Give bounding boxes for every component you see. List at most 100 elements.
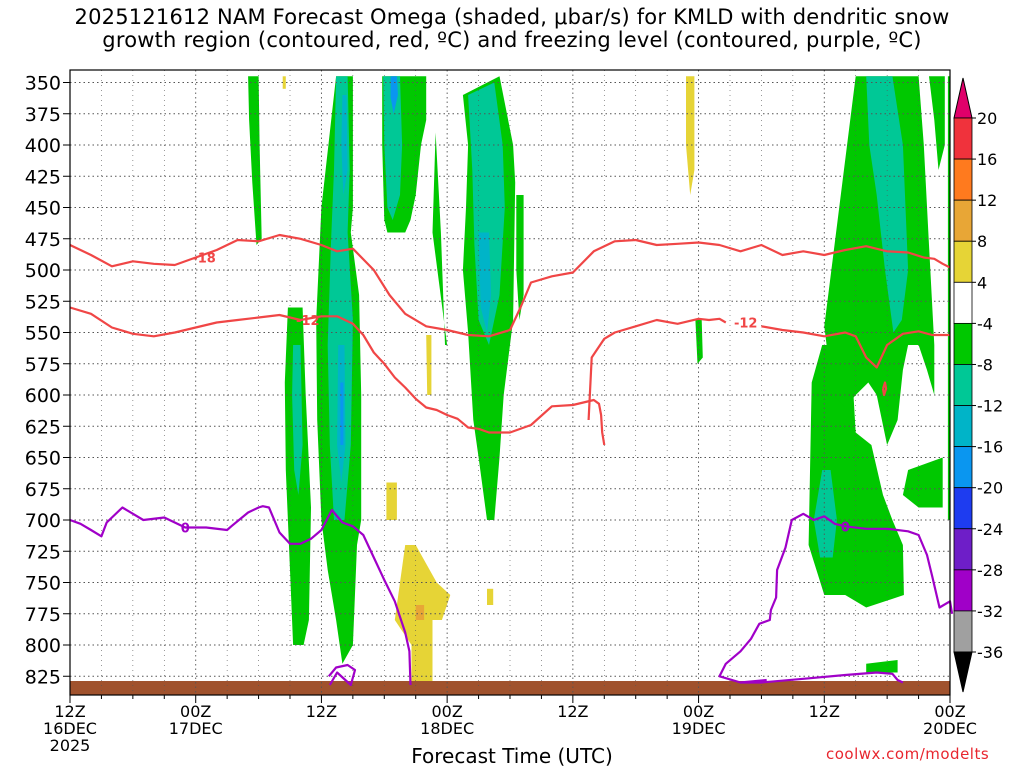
freezing-contour-0 xyxy=(69,505,412,686)
colorbar-label-2: 12 xyxy=(977,191,997,210)
dendritic-contour-2 xyxy=(587,317,727,421)
chart-title-line-2: growth region (contoured, red, ºC) and f… xyxy=(102,28,922,52)
y-tick-label-625: 625 xyxy=(25,416,61,438)
omega-region-19 xyxy=(824,76,935,446)
y-tick-label-650: 650 xyxy=(25,448,61,470)
omega-region-25 xyxy=(282,76,286,89)
x-tick-label-84-2: 20DEC xyxy=(923,719,977,738)
colorbar-label-9: -20 xyxy=(977,479,1003,498)
colorbar-label-12: -32 xyxy=(977,602,1003,621)
credit-text: coolwx.com/modelts xyxy=(826,745,990,763)
x-tick-label-60-2: 19DEC xyxy=(672,719,726,738)
omega-region-24 xyxy=(866,660,898,673)
y-tick-label-575: 575 xyxy=(25,354,61,376)
colorbar-label-0: 20 xyxy=(977,109,997,128)
colorbar-label-10: -24 xyxy=(977,520,1003,539)
x-tick-label-0-2: 16DEC xyxy=(43,719,97,738)
y-tick-label-750: 750 xyxy=(25,573,61,595)
y-tick-label-725: 725 xyxy=(25,541,61,563)
colorbar-box-6 xyxy=(953,364,973,406)
dendritic-contour-label-1: -12 xyxy=(296,314,320,329)
omega-region-6 xyxy=(340,382,344,445)
y-tick-label-425: 425 xyxy=(25,166,61,188)
omega-region-7 xyxy=(341,95,348,195)
colorbar-box-2 xyxy=(953,199,973,242)
omega-region-4 xyxy=(327,76,353,521)
omega-shading-layer xyxy=(248,76,950,683)
colorbar-max-arrow xyxy=(953,77,973,119)
x-tick-label-60-1: 00Z xyxy=(683,702,714,721)
freezing-contour-3 xyxy=(740,671,904,684)
y-axis: 350 375 400 425 450 475 500 525 550 575 600 625 650 6… xyxy=(25,73,70,688)
omega-region-27 xyxy=(426,335,432,395)
omega-region-30 xyxy=(487,588,494,605)
y-tick-label-350: 350 xyxy=(25,73,61,95)
colorbar-label-8: -16 xyxy=(977,438,1003,457)
omega-region-9 xyxy=(383,76,403,220)
y-tick-label-675: 675 xyxy=(25,479,61,501)
x-tick-label-12-1: 00Z xyxy=(180,702,211,721)
dendritic-contour-3 xyxy=(761,325,950,369)
y-tick-label-400: 400 xyxy=(25,135,61,157)
omega-region-21 xyxy=(902,457,943,508)
colorbar-min-arrow xyxy=(953,651,973,693)
colorbar-label-3: 8 xyxy=(977,232,987,251)
dendritic-contour-4 xyxy=(881,381,888,397)
omega-region-14 xyxy=(478,232,492,333)
y-tick-label-450: 450 xyxy=(25,198,61,220)
y-tick-label-475: 475 xyxy=(25,229,61,251)
colorbar-box-3 xyxy=(953,240,973,283)
x-tick-label-36-1: 00Z xyxy=(431,702,462,721)
y-tick-label-600: 600 xyxy=(25,385,61,407)
colorbar-label-6: -8 xyxy=(977,355,993,374)
omega-region-15 xyxy=(516,195,524,320)
x-tick-label-24-1: 12Z xyxy=(306,702,337,721)
x-tick-label-0-1: 12Z xyxy=(54,702,85,721)
colorbar-label-5: -4 xyxy=(977,314,993,333)
omega-region-28 xyxy=(386,482,397,520)
terrain-layer xyxy=(70,681,950,695)
x-tick-label-12-2: 17DEC xyxy=(169,719,223,738)
colorbar-box-4 xyxy=(953,281,973,324)
omega-region-0 xyxy=(248,76,262,245)
colorbar-box-9 xyxy=(953,487,973,530)
colorbar-box-11 xyxy=(953,569,973,612)
y-tick-label-700: 700 xyxy=(25,510,61,532)
colorbar-label-1: 16 xyxy=(977,150,997,169)
omega-region-22 xyxy=(929,76,945,170)
colorbar-box-5 xyxy=(953,322,973,365)
x-tick-label-0-3: 2025 xyxy=(50,736,91,755)
x-tick-label-84-1: 00Z xyxy=(934,702,965,721)
dendritic-contour-1 xyxy=(69,306,606,446)
omega-region-10 xyxy=(390,76,398,114)
colorbar-label-11: -28 xyxy=(977,561,1003,580)
dendritic-contour-0 xyxy=(69,233,951,338)
y-tick-label-525: 525 xyxy=(25,291,61,313)
freezing-contour-label-0: 0 xyxy=(181,522,190,537)
x-tick-label-72-1: 12Z xyxy=(809,702,840,721)
y-tick-label-800: 800 xyxy=(25,635,61,657)
colorbar-box-7 xyxy=(953,405,973,448)
y-tick-label-375: 375 xyxy=(25,104,61,126)
colorbar-box-8 xyxy=(953,446,973,489)
y-tick-label-550: 550 xyxy=(25,323,61,345)
ground-surface xyxy=(70,681,950,695)
omega-region-18 xyxy=(813,470,837,558)
omega-region-26 xyxy=(686,76,695,195)
colorbar-box-1 xyxy=(953,158,973,201)
omega-colorbar: 20 16 12 8 4 -4 -8 -12 -16 -20 -24 -28 -32 -36 xyxy=(953,77,1003,693)
freezing-contour-1 xyxy=(327,663,357,687)
dendritic-contour-label-2: -12 xyxy=(734,317,758,332)
y-tick-label-825: 825 xyxy=(25,666,61,688)
colorbar-box-0 xyxy=(953,117,973,160)
dendritic-contour-label-0: -18 xyxy=(192,252,216,267)
colorbar-label-7: -12 xyxy=(977,397,1003,416)
freezing-contour-label-2: 0 xyxy=(841,520,850,535)
omega-region-16 xyxy=(695,320,703,364)
grid-layer xyxy=(70,70,950,695)
omega-region-13 xyxy=(468,82,505,345)
omega-region-31 xyxy=(415,605,425,620)
y-tick-label-775: 775 xyxy=(25,604,61,626)
y-tick-label-500: 500 xyxy=(25,260,61,282)
